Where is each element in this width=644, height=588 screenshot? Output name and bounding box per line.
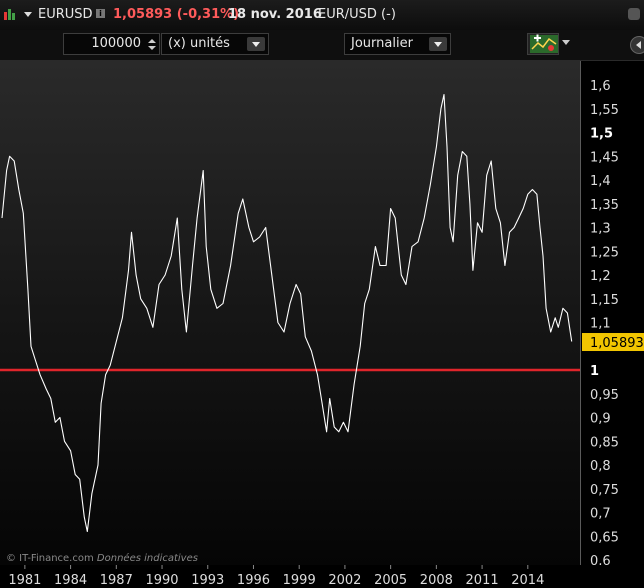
watermark: © IT-Finance.com Données indicatives [6, 553, 198, 564]
chevron-down-icon[interactable] [429, 37, 447, 51]
y-tick-label: 1,6 [590, 79, 611, 94]
x-tick-label: 1996 [237, 573, 270, 588]
time-axis-ticks: 1981 1984 1987 1990 1993 1996 1999 2002 2005 2008… [8, 565, 544, 588]
y-tick-label: 1,1 [590, 317, 611, 332]
x-tick-label: 1993 [191, 573, 224, 588]
x-tick-label: 1984 [54, 573, 87, 588]
chevron-down-icon[interactable] [247, 37, 265, 51]
quote-date: 18 nov. 2016 [228, 7, 322, 22]
quantity-value[interactable]: 100000 [91, 36, 141, 51]
watermark-note: Données indicatives [96, 553, 198, 564]
y-tick-label: 0,9 [590, 412, 611, 427]
y-tick-label: 1,2 [590, 269, 611, 284]
last-price-tag [582, 333, 644, 352]
y-tick-label: 1,5 [590, 127, 613, 142]
y-tick-label: 0,65 [590, 530, 619, 545]
indicator-tool-icon [530, 34, 558, 53]
units-value: (x) unités [168, 36, 230, 51]
tool-dropdown-icon[interactable] [562, 40, 570, 45]
toolbar: 100000 (x) unités Journalier [0, 30, 644, 61]
x-tick-label: 2005 [374, 573, 407, 588]
price-change: 1,05893 (-0,31%) [113, 7, 240, 22]
x-tick-label: 2014 [511, 573, 544, 588]
x-tick-label: 2008 [420, 573, 453, 588]
period-value: Journalier [351, 36, 413, 51]
price-chart [0, 93, 580, 533]
x-tick-label: 1999 [283, 573, 316, 588]
units-select[interactable]: (x) unités [161, 33, 269, 55]
y-tick-label: 0,6 [590, 554, 611, 565]
chart-plot-area[interactable] [0, 61, 580, 565]
x-tick-label: 2002 [328, 573, 361, 588]
indicator-tool-button[interactable] [527, 33, 559, 55]
y-tick-label: 1 [590, 364, 599, 379]
spin-up-icon[interactable] [148, 39, 156, 43]
y-tick-label: 1,45 [590, 150, 619, 165]
y-tick-label: 1,55 [590, 103, 619, 118]
info-icon[interactable]: i [96, 9, 105, 18]
quantity-stepper[interactable]: 100000 [63, 33, 160, 55]
time-axis[interactable]: 1981 1984 1987 1990 1993 1996 1999 2002 2005 2008… [0, 565, 644, 588]
y-tick-label: 1,4 [590, 174, 611, 189]
app-logo-icon[interactable] [4, 8, 16, 20]
period-select[interactable]: Journalier [344, 33, 451, 55]
watermark-source: © IT-Finance.com [6, 553, 94, 564]
x-tick-label: 1990 [145, 573, 178, 588]
price-axis-ticks: 1,6 1,55 1,5 1,45 1,4 1,35 1,3 1,25 1,2 1,15 1,1 1 0… [582, 79, 644, 565]
y-tick-label: 1,25 [590, 245, 619, 260]
price-series-line [1, 93, 573, 533]
x-tick-label: 1981 [8, 573, 41, 588]
menu-caret-icon[interactable] [24, 12, 32, 17]
y-tick-label: 0,8 [590, 459, 611, 474]
window-control-icon[interactable] [628, 8, 640, 20]
y-tick-label: 1,35 [590, 198, 619, 213]
last-price-label: 1,05893 [590, 336, 644, 351]
y-tick-label: 0,7 [590, 507, 611, 522]
y-tick-label: 1,3 [590, 222, 611, 237]
spin-down-icon[interactable] [148, 46, 156, 50]
y-tick-label: 1,15 [590, 293, 619, 308]
instrument-symbol[interactable]: EURUSD [38, 7, 93, 22]
price-axis[interactable]: 1,6 1,55 1,5 1,45 1,4 1,35 1,3 1,25 1,2 1,15 1,1 1 0… [580, 61, 644, 565]
y-tick-label: 0,75 [590, 483, 619, 498]
x-tick-label: 2011 [466, 573, 499, 588]
title-bar: EURUSD i 1,05893 (-0,31%) 18 nov. 2016 E… [0, 0, 644, 31]
nav-left-icon[interactable] [630, 36, 644, 54]
x-tick-label: 1987 [100, 573, 133, 588]
y-tick-label: 0,95 [590, 388, 619, 403]
pair-label: EUR/USD (-) [318, 7, 396, 22]
y-tick-label: 0,85 [590, 435, 619, 450]
